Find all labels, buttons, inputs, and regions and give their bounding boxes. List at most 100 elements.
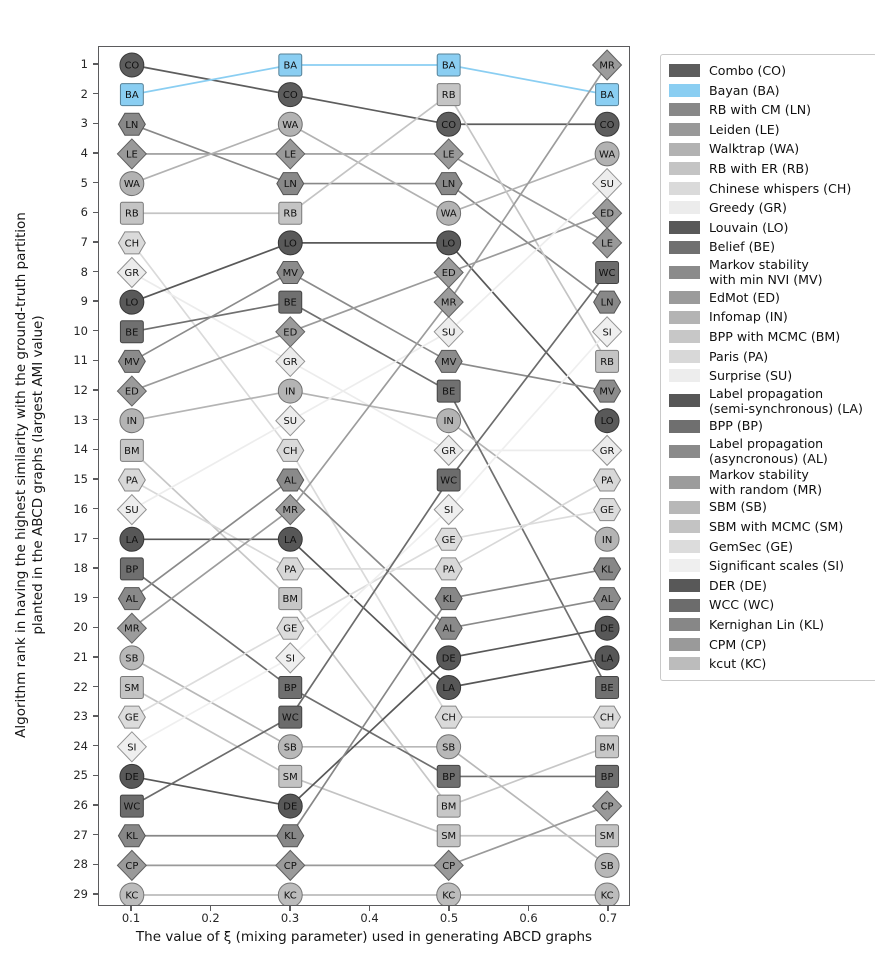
marker-LO-x0.3: LO [277,230,303,256]
y-tick-mark [93,478,98,480]
legend-label: WCC (WC) [709,597,775,613]
marker-code-label: BA [600,90,614,101]
circle-marker-icon [119,52,145,78]
y-tick-label-29: 29 [73,887,88,901]
legend-item-LA: Label propagation (semi-synchronous) (LA… [669,386,869,417]
marker-code-label: BA [283,60,297,71]
diamond-marker-icon [275,642,306,674]
marker-SB-x0.7: SB [594,852,620,878]
legend-label: SBM (SB) [709,499,767,515]
marker-KL-x0.5: KL [434,587,463,611]
marker-code-label: WA [441,209,457,220]
marker-code-label: KC [601,890,614,901]
x-axis-label: The value of ξ (mixing parameter) used i… [135,929,593,945]
marker-AL-x0.3: AL [276,468,305,492]
y-tick-mark [93,152,98,154]
marker-code-label: BM [441,802,456,813]
marker-BA-x0.1: BA [119,83,144,107]
rank-line-CH [131,242,608,718]
legend-item-GR: Greedy (GR) [669,198,869,218]
marker-code-label: IN [285,387,295,398]
y-tick-label-17: 17 [73,531,88,546]
rank-line-SB [131,657,608,867]
diamond-marker-icon [275,345,306,378]
marker-SI-x0.7: SI [591,316,623,348]
legend-label: GemSec (GE) [709,538,793,554]
circle-marker-icon [119,526,145,552]
marker-CP-x0.7: CP [591,790,623,822]
legend-swatch-icon [669,539,700,553]
marker-MV-x0.7: MV [593,379,622,403]
y-tick-label-15: 15 [73,472,88,486]
marker-MR-x0.3: MR [275,493,306,526]
marker-MV-x0.5: MV [434,349,463,373]
marker-code-label: CP [442,861,455,872]
hexagon-marker-icon [276,261,305,285]
y-tick-label-4: 4 [80,145,88,160]
marker-code-label: KL [601,564,614,575]
legend-item-WC: WCC (WC) [669,595,869,615]
y-tick-mark [93,567,98,569]
circle-marker-icon [594,141,620,167]
hexagon-marker-icon [276,468,305,492]
legend-swatch-icon [669,83,700,97]
x-tick-label-0.7: 0.7 [598,911,618,925]
marker-code-label: MR [124,624,140,635]
legend-item-WA: Walktrap (WA) [669,139,869,159]
y-tick-mark [93,626,98,628]
legend-label: CPM (CP) [709,636,767,652]
marker-GE-x0.7: GE [593,498,622,522]
marker-LN-x0.5: LN [434,172,463,196]
y-tick-mark [93,507,98,510]
square-marker-icon [436,83,461,107]
y-tick-label-9: 9 [80,294,88,309]
marker-KL-x0.1: KL [117,824,146,848]
legend-swatch-icon [669,64,700,78]
x-tick-label-0.5: 0.5 [439,911,459,925]
marker-code-label: CP [601,802,614,813]
diamond-marker-icon [591,49,623,81]
diamond-marker-icon [116,849,148,882]
diamond-marker-icon [591,167,623,200]
marker-code-label: KL [284,831,297,842]
circle-marker-icon [436,230,462,256]
marker-ED-x0.1: ED [116,375,148,407]
marker-BM-x0.1: BM [119,438,144,462]
marker-BA-x0.5: BA [436,53,461,77]
marker-code-label: WC [123,802,140,813]
hexagon-marker-icon [117,587,146,611]
y-tick-mark [93,270,98,273]
marker-LE-x0.3: LE [275,138,306,170]
marker-CH-x0.3: CH [276,438,305,462]
legend-item-BE: Belief (BE) [669,237,869,257]
x-tick-mark [448,906,450,911]
marker-code-label: LE [601,238,613,249]
diamond-marker-icon [116,612,148,644]
square-marker-icon [436,794,461,818]
legend-item-LE: Leiden (LE) [669,120,869,140]
marker-code-label: LN [442,179,455,190]
marker-code-label: AL [601,594,614,605]
marker-CH-x0.5: CH [434,705,463,729]
diamond-marker-icon [275,404,306,437]
marker-code-label: PA [443,564,455,575]
rank-line-ED [131,212,608,392]
marker-code-label: MR [283,505,299,516]
circle-marker-icon [277,734,303,760]
circle-marker-icon [436,734,462,760]
marker-IN-x0.3: IN [277,378,303,404]
marker-code-label: SI [602,327,611,338]
hexagon-marker-icon [434,587,463,611]
marker-code-label: DE [283,802,297,813]
marker-code-label: LO [601,416,614,427]
hexagon-marker-icon [434,616,463,640]
hexagon-marker-icon [117,112,146,136]
marker-MV-x0.3: MV [276,261,305,285]
circle-marker-icon [436,408,462,434]
y-tick-label-3: 3 [80,116,88,131]
hexagon-marker-icon [593,468,622,492]
square-marker-icon [278,290,303,314]
marker-SI-x0.3: SI [275,642,306,674]
marker-code-label: MV [124,357,140,368]
